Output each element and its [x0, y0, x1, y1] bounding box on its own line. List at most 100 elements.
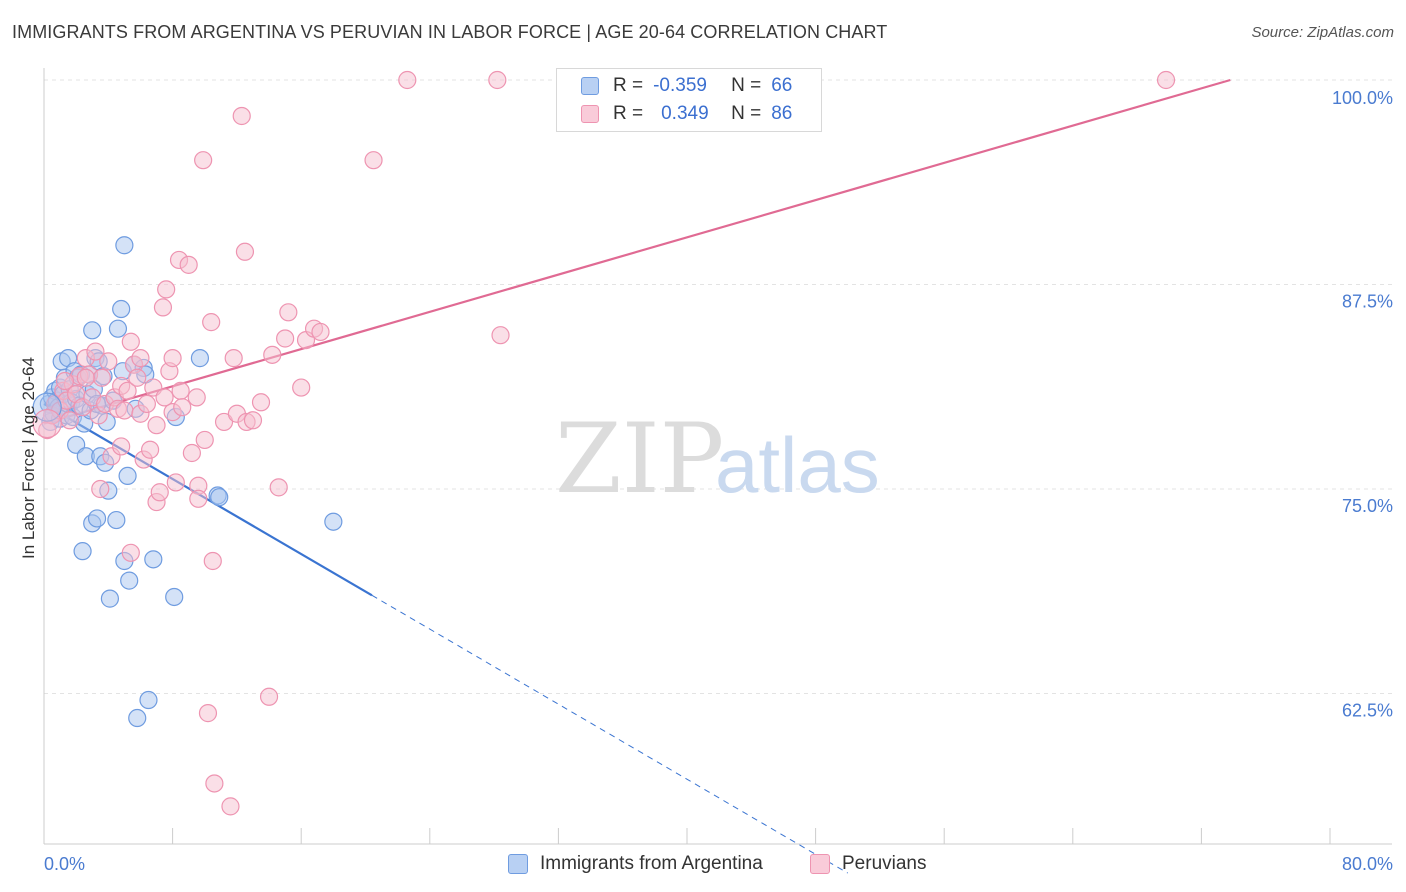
point-peruvian	[202, 313, 221, 332]
legend-swatch-pink	[581, 105, 599, 123]
point-argentina	[210, 488, 229, 507]
bottom-legend-argentina: Immigrants from Argentina	[508, 852, 763, 876]
point-peruvian	[60, 411, 79, 430]
legend-n-value: 86	[771, 103, 793, 124]
trend-line-peruvians	[43, 78, 1231, 425]
legend-n-label: N =	[731, 103, 762, 124]
point-peruvian	[137, 394, 156, 414]
point-peruvian	[171, 381, 190, 400]
point-peruvian	[235, 242, 255, 261]
bottom-legend-label: Immigrants from Argentina	[540, 853, 763, 874]
point-peruvian	[214, 412, 234, 432]
point-peruvian	[115, 401, 134, 420]
point-peruvian	[112, 437, 131, 456]
watermark-atlas: atlas	[715, 421, 880, 509]
point-argentina	[128, 708, 147, 728]
bottom-swatch-blue	[508, 854, 528, 874]
point-argentina-cluster	[32, 392, 62, 422]
point-peruvian	[187, 388, 206, 407]
point-argentina	[144, 550, 163, 569]
data-points	[32, 70, 1176, 816]
point-argentina	[115, 236, 134, 255]
point-peruvian	[155, 388, 174, 407]
point-peruvian	[121, 543, 140, 562]
trend-line-argentina	[43, 402, 373, 597]
bottom-legend-peruvians: Peruvians	[810, 852, 927, 876]
point-argentina	[108, 319, 128, 338]
point-peruvian	[269, 478, 288, 497]
y-tick-label: 75.0%	[1342, 496, 1393, 516]
point-peruvian	[153, 298, 173, 317]
legend-r-value: 0.349	[661, 103, 709, 124]
point-peruvian	[195, 430, 214, 450]
point-peruvian	[55, 371, 74, 391]
point-peruvian	[166, 473, 185, 492]
point-peruvian	[189, 489, 208, 508]
point-peruvian	[203, 551, 222, 571]
point-peruvian	[150, 483, 169, 502]
trend-extension-argentina	[371, 594, 849, 874]
point-peruvian	[224, 349, 243, 368]
point-peruvian	[147, 416, 166, 435]
point-argentina	[107, 510, 126, 530]
point-peruvian	[140, 440, 160, 459]
point-argentina	[139, 690, 158, 710]
y-tick-label: 62.5%	[1342, 700, 1393, 720]
point-peruvian	[251, 393, 271, 412]
watermark-zip: ZIP	[555, 403, 724, 515]
point-peruvian	[263, 345, 282, 364]
legend-r-label: R =	[613, 103, 644, 124]
point-argentina	[112, 299, 131, 319]
point-peruvian	[232, 106, 251, 126]
point-peruvian	[488, 70, 507, 90]
point-peruvian	[182, 443, 201, 463]
point-peruvian	[118, 381, 137, 400]
point-peruvian	[128, 368, 147, 387]
point-peruvian	[99, 352, 118, 371]
point-peruvian	[179, 255, 198, 274]
point-peruvian	[131, 349, 150, 368]
gridlines	[44, 79, 1392, 694]
point-argentina	[73, 542, 92, 561]
y-axis-label: In Labor Force | Age 20-64	[19, 357, 38, 559]
point-peruvian-cluster	[32, 408, 62, 439]
x-tick-label-max: 80.0%	[1342, 854, 1393, 874]
point-argentina	[324, 512, 343, 531]
legend-swatch-blue	[581, 77, 599, 95]
tick-labels: 100.0% 87.5% 75.0% 62.5% 0.0% 80.0%	[44, 88, 1393, 874]
point-peruvian	[221, 797, 240, 816]
point-peruvian	[91, 479, 110, 499]
legend-r-value: -0.359	[653, 75, 707, 96]
point-peruvian	[92, 368, 111, 387]
point-peruvian	[259, 687, 279, 706]
point-peruvian	[1156, 70, 1176, 90]
point-peruvian	[157, 280, 176, 299]
legend-n-label: N =	[731, 75, 762, 96]
axes	[43, 68, 1392, 845]
bottom-legend-label: Peruvians	[842, 853, 927, 874]
y-tick-label: 87.5%	[1342, 291, 1393, 311]
point-peruvian	[311, 322, 330, 342]
point-argentina	[100, 589, 120, 608]
trend-lines	[43, 78, 1231, 874]
point-peruvian	[364, 151, 383, 170]
y-tick-label: 100.0%	[1332, 88, 1393, 108]
point-peruvian	[243, 411, 263, 430]
point-peruvian	[198, 704, 218, 723]
point-peruvian	[292, 378, 311, 397]
point-argentina	[83, 321, 102, 340]
legend-n-value: 66	[771, 75, 793, 96]
point-argentina	[190, 349, 210, 368]
legend-row-argentina: R = -0.359 N = 66	[581, 73, 792, 99]
stats-legend: R = -0.359 N = 66 R = 0.349 N = 86	[556, 68, 822, 132]
point-argentina	[120, 571, 139, 590]
point-peruvian	[276, 329, 295, 348]
watermark: ZIP atlas	[555, 403, 880, 515]
point-argentina	[118, 466, 137, 486]
legend-r-label: R =	[613, 75, 644, 96]
point-peruvian	[398, 70, 417, 90]
point-argentina	[87, 509, 107, 528]
point-peruvian	[121, 332, 140, 351]
point-peruvian	[491, 326, 510, 345]
